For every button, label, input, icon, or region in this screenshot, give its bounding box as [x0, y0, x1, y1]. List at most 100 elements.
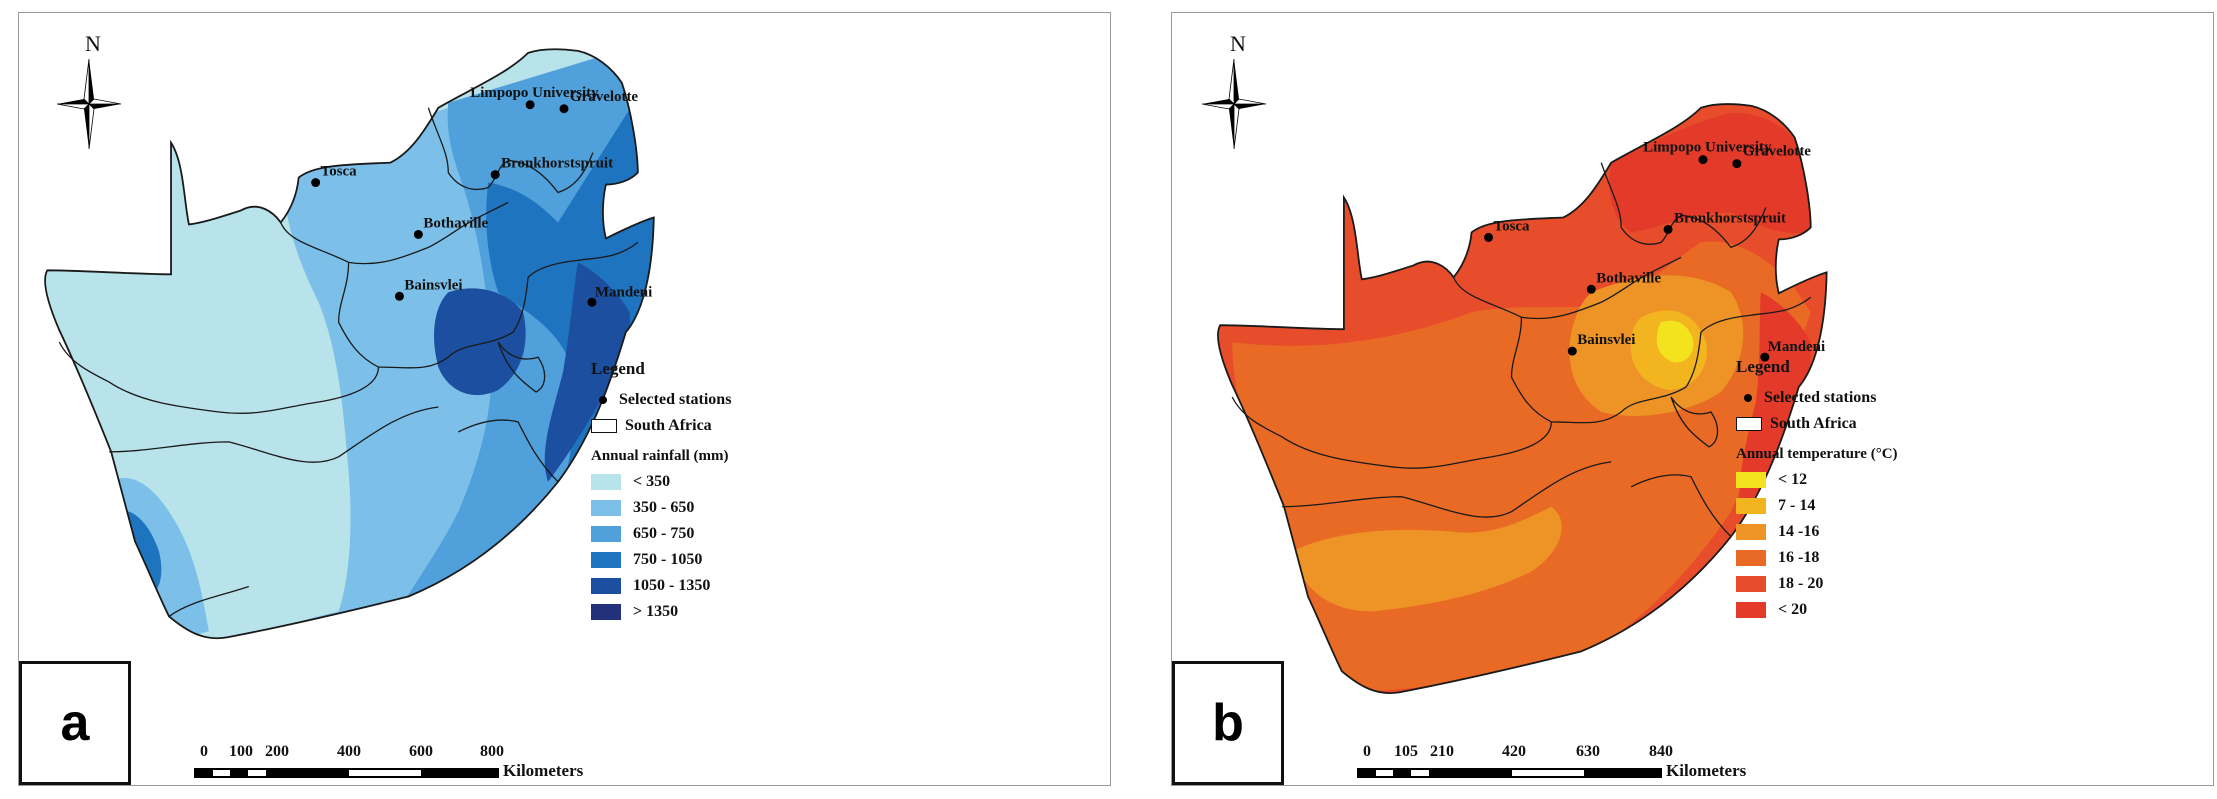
scale-tick: 105 — [1394, 743, 1418, 760]
station-dot — [525, 100, 535, 110]
scale-tick-labels: 0 100 200 400 600 800 — [19, 743, 719, 767]
rain-zone-1050-1350 — [434, 288, 526, 396]
scale-tick: 0 — [200, 743, 208, 760]
legend-class: 750 - 1050 — [591, 547, 731, 573]
station-dot — [559, 104, 569, 114]
rainfall-map: Limpopo University Gravelotte Tosca Bron… — [44, 48, 655, 640]
legend-class: 7 - 14 — [1736, 493, 1898, 519]
legend: Legend Selected stations South Africa An… — [1736, 357, 1898, 623]
north-label: N — [1230, 31, 1246, 56]
station-label: Bothaville — [1596, 270, 1661, 286]
legend-swatch — [1736, 550, 1766, 566]
legend-swatch — [1736, 602, 1766, 618]
legend-stations: Selected stations — [1736, 385, 1898, 411]
boundary-swatch-icon — [1736, 417, 1762, 431]
legend-stations: Selected stations — [591, 387, 731, 413]
north-arrow-icon — [57, 59, 121, 149]
legend-swatch — [591, 526, 621, 542]
legend-boundary-label: South Africa — [625, 417, 712, 434]
temp-zone-north — [1609, 112, 1811, 234]
boundary-swatch-icon — [591, 419, 617, 433]
legend-swatch — [1736, 498, 1766, 514]
station-dot — [1586, 284, 1596, 294]
legend-boundary: South Africa — [1736, 411, 1898, 437]
station-label: Tosca — [1494, 218, 1531, 234]
station-tosca: Tosca — [1484, 218, 1531, 242]
station-tosca: Tosca — [311, 164, 358, 188]
scale-tick-labels: 0 105 210 420 630 840 — [1172, 743, 1872, 767]
station-limpopo: Limpopo University — [1643, 140, 1772, 165]
scale-tick: 840 — [1649, 743, 1673, 760]
legend-class: < 12 — [1736, 467, 1898, 493]
scale-tick: 210 — [1430, 743, 1454, 760]
legend-swatch — [1736, 472, 1766, 488]
station-label: Bronkhorstspruit — [501, 156, 613, 172]
station-mandeni: Mandeni — [587, 284, 652, 307]
legend-class: 14 -16 — [1736, 519, 1898, 545]
legend-class-label: 7 - 14 — [1778, 497, 1816, 514]
country-outline — [44, 48, 655, 640]
station-dot — [394, 291, 404, 301]
station-dot — [1663, 224, 1673, 234]
scale-tick: 800 — [480, 743, 504, 760]
scale-bar — [1357, 768, 1662, 778]
station-dot — [1484, 232, 1494, 242]
station-bronkhorstspruit: Bronkhorstspruit — [1663, 210, 1786, 234]
legend-boundary-label: South Africa — [1770, 415, 1857, 432]
temp-zone-east-coast — [1739, 292, 1811, 517]
north-arrow-icon — [1202, 59, 1266, 149]
station-dot — [490, 170, 500, 180]
scale-bar — [194, 768, 499, 778]
scale-units: Kilometers — [1666, 761, 1747, 780]
legend: Legend Selected stations South Africa An… — [591, 359, 731, 625]
station-label: Bothaville — [423, 215, 488, 231]
legend-class-label: 14 -16 — [1778, 523, 1820, 540]
station-bothaville: Bothaville — [413, 215, 489, 239]
legend-swatch — [591, 578, 621, 594]
station-label: Tosca — [321, 164, 358, 180]
scale-tick: 420 — [1502, 743, 1526, 760]
station-limpopo: Limpopo University — [470, 85, 599, 110]
legend-swatch — [591, 552, 621, 568]
legend-swatch — [1736, 576, 1766, 592]
station-bainsvlei: Bainsvlei — [394, 277, 463, 301]
legend-class-label: 350 - 650 — [633, 499, 695, 516]
legend-swatch — [591, 474, 621, 490]
station-dot-icon — [599, 396, 607, 404]
rain-zone-east-coast — [544, 262, 630, 482]
scale-tick: 600 — [409, 743, 433, 760]
station-label: Limpopo University — [1643, 140, 1772, 156]
legend-stations-label: Selected stations — [1764, 389, 1877, 406]
station-dot — [1567, 346, 1577, 356]
legend-class-label: 750 - 1050 — [633, 551, 703, 568]
station-label: Gravelotte — [1743, 144, 1811, 160]
station-label: Gravelotte — [570, 89, 638, 105]
legend-class: 650 - 750 — [591, 521, 731, 547]
legend-class-label: 16 -18 — [1778, 549, 1820, 566]
station-mandeni: Mandeni — [1760, 339, 1825, 362]
station-label: Mandeni — [595, 284, 652, 300]
station-bothaville: Bothaville — [1586, 270, 1661, 294]
station-label: Bainsvlei — [404, 277, 462, 293]
station-label: Bronkhorstspruit — [1674, 210, 1786, 226]
legend-class-label: < 20 — [1778, 601, 1808, 618]
station-bainsvlei: Bainsvlei — [1567, 332, 1635, 356]
legend-boundary: South Africa — [591, 413, 731, 439]
legend-title: Legend — [1736, 357, 1790, 376]
legend-variable-label: Annual temperature (°C) — [1736, 445, 1898, 462]
legend-title: Legend — [591, 359, 645, 378]
temperature-map: Limpopo University Gravelotte Tosca Bron… — [1217, 103, 1828, 694]
station-dot — [1760, 352, 1770, 362]
legend-class: 1050 - 1350 — [591, 573, 731, 599]
scale-tick: 100 — [229, 743, 253, 760]
legend-swatch — [591, 604, 621, 620]
station-dot-icon — [1744, 394, 1752, 402]
north-label: N — [85, 31, 101, 56]
scale-tick: 630 — [1576, 743, 1600, 760]
legend-class: > 1350 — [591, 599, 731, 625]
legend-class-label: < 12 — [1778, 471, 1808, 488]
legend-stations-label: Selected stations — [619, 391, 732, 408]
station-dot — [1698, 155, 1708, 165]
station-dot — [311, 178, 321, 188]
station-dot — [587, 297, 597, 307]
